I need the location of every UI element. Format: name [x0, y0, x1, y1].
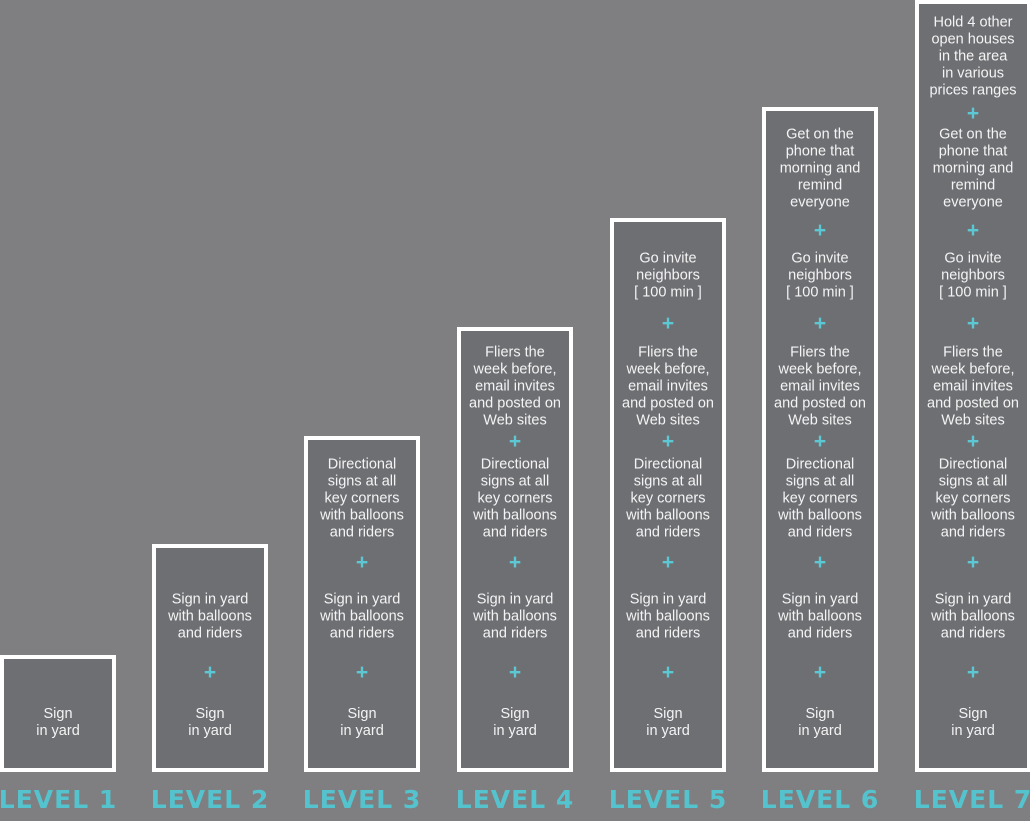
level-7-step-2: Sign in yard with balloons and riders — [931, 591, 1015, 642]
level-4-step-1: Sign in yard — [493, 706, 537, 739]
level-1-step-1: Sign in yard — [36, 706, 80, 739]
plus-icon: + — [508, 551, 522, 574]
plus-icon: + — [203, 661, 217, 684]
plus-icon: + — [966, 312, 980, 335]
level-7-step-7: Hold 4 other open houses in the area in … — [929, 14, 1017, 99]
level-6-step-6: Get on the phone that morning and remind… — [779, 126, 861, 211]
plus-icon: + — [355, 661, 369, 684]
level-5-step-5: Go invite neighbors [ 100 min ] — [634, 250, 702, 301]
level-2-box: Sign in yard + Sign in yard with balloons … — [152, 544, 268, 772]
plus-icon: + — [813, 661, 827, 684]
level-5-box: Sign in yard + Sign in yard with balloons … — [610, 218, 726, 772]
level-4-step-4: Fliers the week before, email invites an… — [469, 344, 561, 429]
level-1-box: Sign in yard — [0, 655, 116, 772]
plus-icon: + — [966, 102, 980, 125]
plus-icon: + — [813, 312, 827, 335]
level-5-step-1: Sign in yard — [646, 706, 690, 739]
level-7-step-6: Get on the phone that morning and remind… — [932, 126, 1014, 211]
level-6-step-4: Fliers the week before, email invites an… — [774, 344, 866, 429]
level-3-step-2: Sign in yard with balloons and riders — [320, 591, 404, 642]
plus-icon: + — [966, 551, 980, 574]
plus-icon: + — [813, 551, 827, 574]
level-5-label: LEVEL 5 — [608, 785, 728, 814]
level-4-step-3: Directional signs at all key corners wit… — [473, 456, 557, 541]
plus-icon: + — [661, 551, 675, 574]
plus-icon: + — [661, 430, 675, 453]
level-3-label: LEVEL 3 — [302, 785, 422, 814]
level-2-label: LEVEL 2 — [150, 785, 270, 814]
level-6-box: Sign in yard + Sign in yard with balloons … — [762, 107, 878, 772]
level-6-step-5: Go invite neighbors [ 100 min ] — [786, 250, 854, 301]
plus-icon: + — [661, 661, 675, 684]
level-2-step-1: Sign in yard — [188, 706, 232, 739]
level-1-label: LEVEL 1 — [0, 785, 118, 814]
plus-icon: + — [813, 219, 827, 242]
level-4-step-2: Sign in yard with balloons and riders — [473, 591, 557, 642]
level-7-step-4: Fliers the week before, email invites an… — [927, 344, 1019, 429]
level-6-step-1: Sign in yard — [798, 706, 842, 739]
plus-icon: + — [508, 661, 522, 684]
level-2-step-2: Sign in yard with balloons and riders — [168, 591, 252, 642]
level-6-step-3: Directional signs at all key corners wit… — [778, 456, 862, 541]
level-5-step-4: Fliers the week before, email invites an… — [622, 344, 714, 429]
level-6-step-2: Sign in yard with balloons and riders — [778, 591, 862, 642]
level-7-step-3: Directional signs at all key corners wit… — [931, 456, 1015, 541]
level-5-step-3: Directional signs at all key corners wit… — [626, 456, 710, 541]
level-5-step-2: Sign in yard with balloons and riders — [626, 591, 710, 642]
level-7-step-1: Sign in yard — [951, 706, 995, 739]
plus-icon: + — [966, 661, 980, 684]
level-7-label: LEVEL 7 — [913, 785, 1030, 814]
level-7-box: Sign in yard + Sign in yard with balloons … — [915, 0, 1030, 772]
level-4-label: LEVEL 4 — [455, 785, 575, 814]
level-3-step-1: Sign in yard — [340, 706, 384, 739]
plus-icon: + — [813, 430, 827, 453]
plus-icon: + — [355, 551, 369, 574]
plus-icon: + — [966, 430, 980, 453]
level-6-label: LEVEL 6 — [760, 785, 880, 814]
level-3-box: Sign in yard + Sign in yard with balloons … — [304, 436, 420, 772]
plus-icon: + — [661, 312, 675, 335]
level-3-step-3: Directional signs at all key corners wit… — [320, 456, 404, 541]
plus-icon: + — [508, 430, 522, 453]
level-7-step-5: Go invite neighbors [ 100 min ] — [939, 250, 1007, 301]
level-4-box: Sign in yard + Sign in yard with balloons … — [457, 327, 573, 772]
plus-icon: + — [966, 219, 980, 242]
